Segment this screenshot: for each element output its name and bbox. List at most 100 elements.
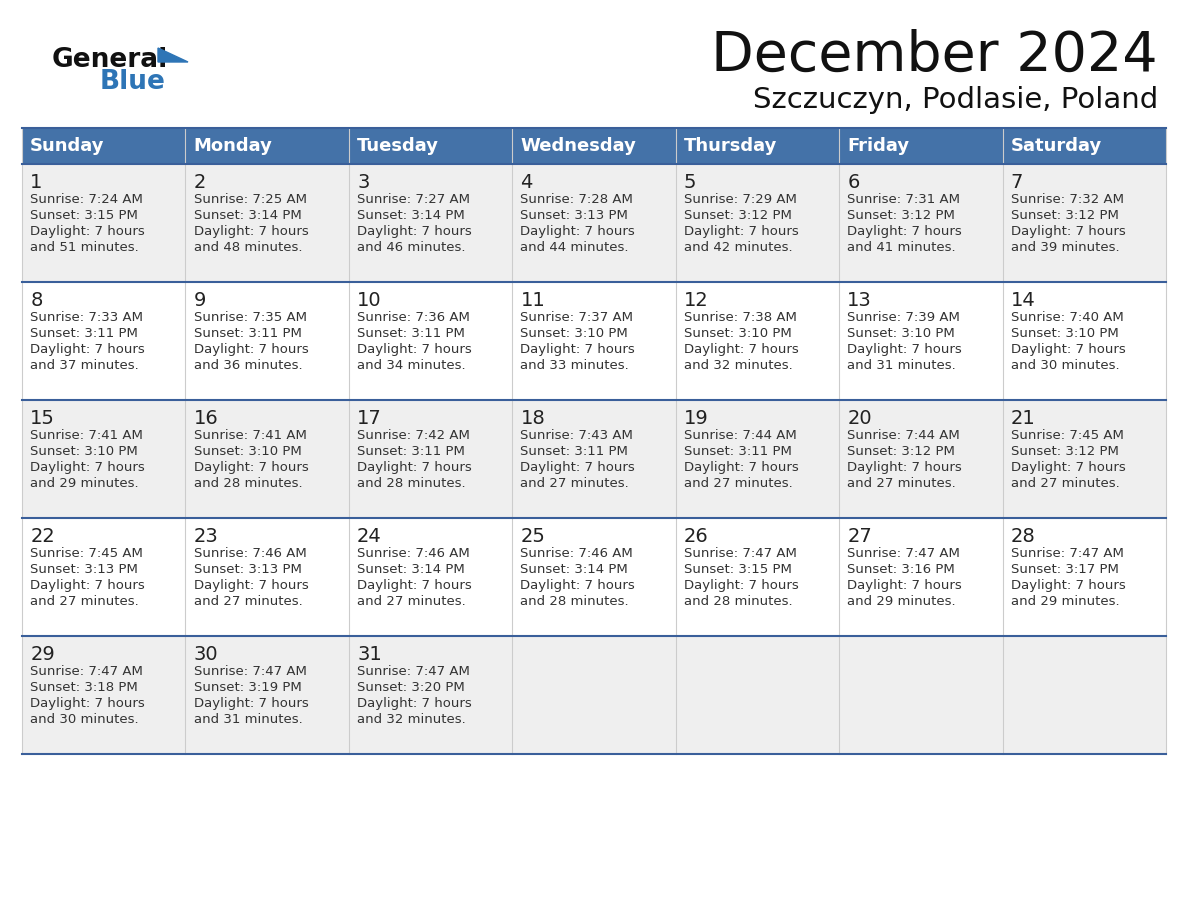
Bar: [185, 518, 349, 636]
Text: Saturday: Saturday: [1011, 137, 1102, 155]
Text: Sunrise: 7:33 AM: Sunrise: 7:33 AM: [30, 311, 144, 324]
Text: 9: 9: [194, 291, 206, 310]
Text: Daylight: 7 hours: Daylight: 7 hours: [1011, 225, 1125, 238]
Text: 15: 15: [30, 409, 55, 428]
Text: Sunrise: 7:39 AM: Sunrise: 7:39 AM: [847, 311, 960, 324]
Text: 13: 13: [847, 291, 872, 310]
Text: Sunrise: 7:38 AM: Sunrise: 7:38 AM: [684, 311, 797, 324]
Text: Sunset: 3:10 PM: Sunset: 3:10 PM: [684, 327, 791, 340]
Bar: [839, 518, 1003, 636]
Text: Sunset: 3:15 PM: Sunset: 3:15 PM: [684, 563, 791, 576]
Bar: [349, 282, 512, 400]
Bar: [676, 518, 839, 636]
Text: Sunset: 3:17 PM: Sunset: 3:17 PM: [1011, 563, 1119, 576]
Text: 23: 23: [194, 527, 219, 546]
Bar: [23, 518, 185, 636]
Text: Thursday: Thursday: [684, 137, 777, 155]
Bar: [1003, 128, 1165, 164]
Text: Daylight: 7 hours: Daylight: 7 hours: [1011, 579, 1125, 592]
Bar: [512, 282, 676, 400]
Text: 6: 6: [847, 173, 860, 192]
Bar: [839, 636, 1003, 754]
Text: Daylight: 7 hours: Daylight: 7 hours: [520, 225, 636, 238]
Bar: [676, 128, 839, 164]
Text: Sunset: 3:11 PM: Sunset: 3:11 PM: [520, 445, 628, 458]
Bar: [1003, 518, 1165, 636]
Text: Tuesday: Tuesday: [358, 137, 440, 155]
Text: Sunrise: 7:44 AM: Sunrise: 7:44 AM: [684, 429, 797, 442]
Text: General: General: [52, 47, 169, 73]
Text: and 27 minutes.: and 27 minutes.: [194, 595, 303, 608]
Text: and 28 minutes.: and 28 minutes.: [194, 477, 302, 490]
Bar: [185, 282, 349, 400]
Text: 24: 24: [358, 527, 381, 546]
Text: Daylight: 7 hours: Daylight: 7 hours: [847, 579, 962, 592]
Text: and 39 minutes.: and 39 minutes.: [1011, 241, 1119, 254]
Text: Daylight: 7 hours: Daylight: 7 hours: [194, 579, 309, 592]
Text: Daylight: 7 hours: Daylight: 7 hours: [684, 225, 798, 238]
Text: Daylight: 7 hours: Daylight: 7 hours: [847, 225, 962, 238]
Text: and 31 minutes.: and 31 minutes.: [847, 359, 956, 372]
Bar: [839, 400, 1003, 518]
Text: Sunset: 3:13 PM: Sunset: 3:13 PM: [30, 563, 138, 576]
Text: 11: 11: [520, 291, 545, 310]
Text: Sunrise: 7:40 AM: Sunrise: 7:40 AM: [1011, 311, 1124, 324]
Text: Daylight: 7 hours: Daylight: 7 hours: [30, 579, 145, 592]
Text: Sunset: 3:11 PM: Sunset: 3:11 PM: [358, 445, 465, 458]
Text: 29: 29: [30, 645, 55, 664]
Text: and 32 minutes.: and 32 minutes.: [684, 359, 792, 372]
Text: Sunrise: 7:46 AM: Sunrise: 7:46 AM: [194, 547, 307, 560]
Text: and 27 minutes.: and 27 minutes.: [684, 477, 792, 490]
Text: Sunset: 3:12 PM: Sunset: 3:12 PM: [684, 209, 791, 222]
Bar: [349, 636, 512, 754]
Text: Sunrise: 7:47 AM: Sunrise: 7:47 AM: [847, 547, 960, 560]
Bar: [185, 128, 349, 164]
Text: Sunrise: 7:44 AM: Sunrise: 7:44 AM: [847, 429, 960, 442]
Text: Szczuczyn, Podlasie, Poland: Szczuczyn, Podlasie, Poland: [753, 86, 1158, 114]
Text: Sunset: 3:10 PM: Sunset: 3:10 PM: [847, 327, 955, 340]
Text: Sunrise: 7:46 AM: Sunrise: 7:46 AM: [358, 547, 469, 560]
Text: Sunrise: 7:47 AM: Sunrise: 7:47 AM: [358, 665, 470, 678]
Bar: [676, 164, 839, 282]
Text: 1: 1: [30, 173, 43, 192]
Text: Daylight: 7 hours: Daylight: 7 hours: [358, 343, 472, 356]
Bar: [676, 400, 839, 518]
Text: and 41 minutes.: and 41 minutes.: [847, 241, 956, 254]
Text: Daylight: 7 hours: Daylight: 7 hours: [194, 461, 309, 474]
Text: Sunset: 3:14 PM: Sunset: 3:14 PM: [194, 209, 302, 222]
Text: Sunrise: 7:41 AM: Sunrise: 7:41 AM: [194, 429, 307, 442]
Text: 2: 2: [194, 173, 206, 192]
Text: Sunrise: 7:29 AM: Sunrise: 7:29 AM: [684, 193, 797, 206]
Text: and 27 minutes.: and 27 minutes.: [358, 595, 466, 608]
Bar: [349, 128, 512, 164]
Text: and 37 minutes.: and 37 minutes.: [30, 359, 139, 372]
Text: Sunset: 3:18 PM: Sunset: 3:18 PM: [30, 681, 138, 694]
Text: Sunrise: 7:47 AM: Sunrise: 7:47 AM: [30, 665, 143, 678]
Text: Wednesday: Wednesday: [520, 137, 637, 155]
Bar: [839, 164, 1003, 282]
Bar: [23, 128, 185, 164]
Text: Sunrise: 7:42 AM: Sunrise: 7:42 AM: [358, 429, 470, 442]
Text: Daylight: 7 hours: Daylight: 7 hours: [1011, 343, 1125, 356]
Text: and 27 minutes.: and 27 minutes.: [847, 477, 956, 490]
Text: Daylight: 7 hours: Daylight: 7 hours: [847, 343, 962, 356]
Text: Sunrise: 7:25 AM: Sunrise: 7:25 AM: [194, 193, 307, 206]
Text: Sunrise: 7:24 AM: Sunrise: 7:24 AM: [30, 193, 143, 206]
Text: Sunset: 3:12 PM: Sunset: 3:12 PM: [1011, 209, 1119, 222]
Text: Daylight: 7 hours: Daylight: 7 hours: [194, 343, 309, 356]
Text: Sunset: 3:11 PM: Sunset: 3:11 PM: [30, 327, 138, 340]
Text: Daylight: 7 hours: Daylight: 7 hours: [30, 343, 145, 356]
Text: 30: 30: [194, 645, 219, 664]
Text: and 28 minutes.: and 28 minutes.: [358, 477, 466, 490]
Text: Sunset: 3:13 PM: Sunset: 3:13 PM: [520, 209, 628, 222]
Text: 19: 19: [684, 409, 708, 428]
Text: and 48 minutes.: and 48 minutes.: [194, 241, 302, 254]
Bar: [512, 400, 676, 518]
Text: and 27 minutes.: and 27 minutes.: [1011, 477, 1119, 490]
Text: Sunday: Sunday: [30, 137, 105, 155]
Text: December 2024: December 2024: [712, 29, 1158, 83]
Text: Sunset: 3:10 PM: Sunset: 3:10 PM: [1011, 327, 1118, 340]
Text: Sunset: 3:10 PM: Sunset: 3:10 PM: [30, 445, 138, 458]
Bar: [185, 164, 349, 282]
Text: Daylight: 7 hours: Daylight: 7 hours: [684, 461, 798, 474]
